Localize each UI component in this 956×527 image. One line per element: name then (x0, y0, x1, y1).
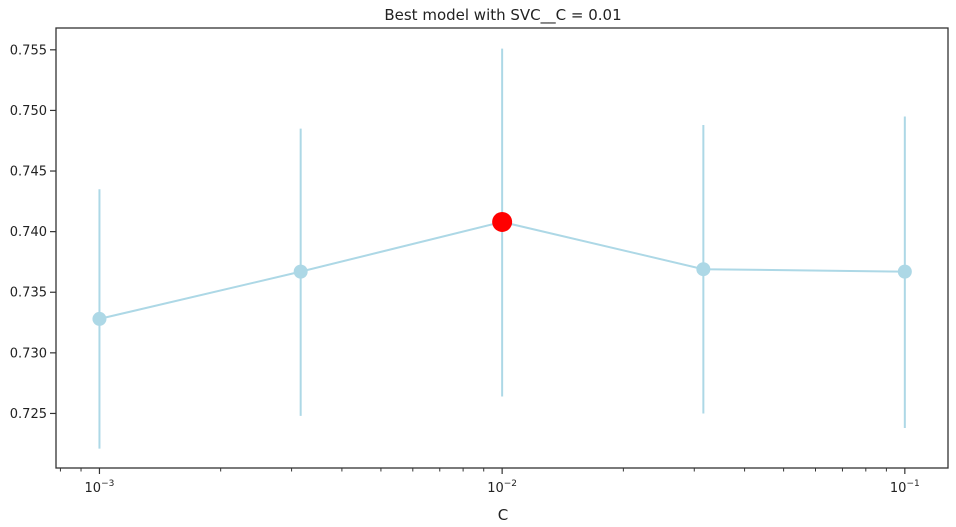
x-tick-label: 10−2 (487, 479, 517, 496)
y-tick-label: 0.740 (10, 225, 47, 240)
data-point (897, 264, 912, 279)
data-point (696, 262, 711, 277)
x-axis: 10−3 10−2 10−1 (59, 468, 920, 496)
x-tick-label: 10−3 (85, 479, 115, 496)
y-tick-label: 0.745 (10, 165, 47, 180)
y-tick-label: 0.750 (10, 104, 47, 119)
y-tick-label: 0.730 (10, 346, 47, 361)
data-point (92, 311, 107, 326)
plot-area (92, 48, 912, 449)
y-tick-label: 0.735 (10, 286, 47, 301)
chart-title: Best model with SVC__C = 0.01 (384, 6, 621, 25)
y-axis: 0.725 0.730 0.735 0.740 0.745 0.750 0.755 (10, 43, 56, 422)
best-point-marker (492, 211, 513, 232)
x-axis-label: C (498, 506, 508, 524)
data-point (293, 264, 308, 279)
y-tick-label: 0.755 (10, 43, 47, 58)
y-tick-label: 0.725 (10, 407, 47, 422)
x-tick-label: 10−1 (890, 479, 920, 496)
